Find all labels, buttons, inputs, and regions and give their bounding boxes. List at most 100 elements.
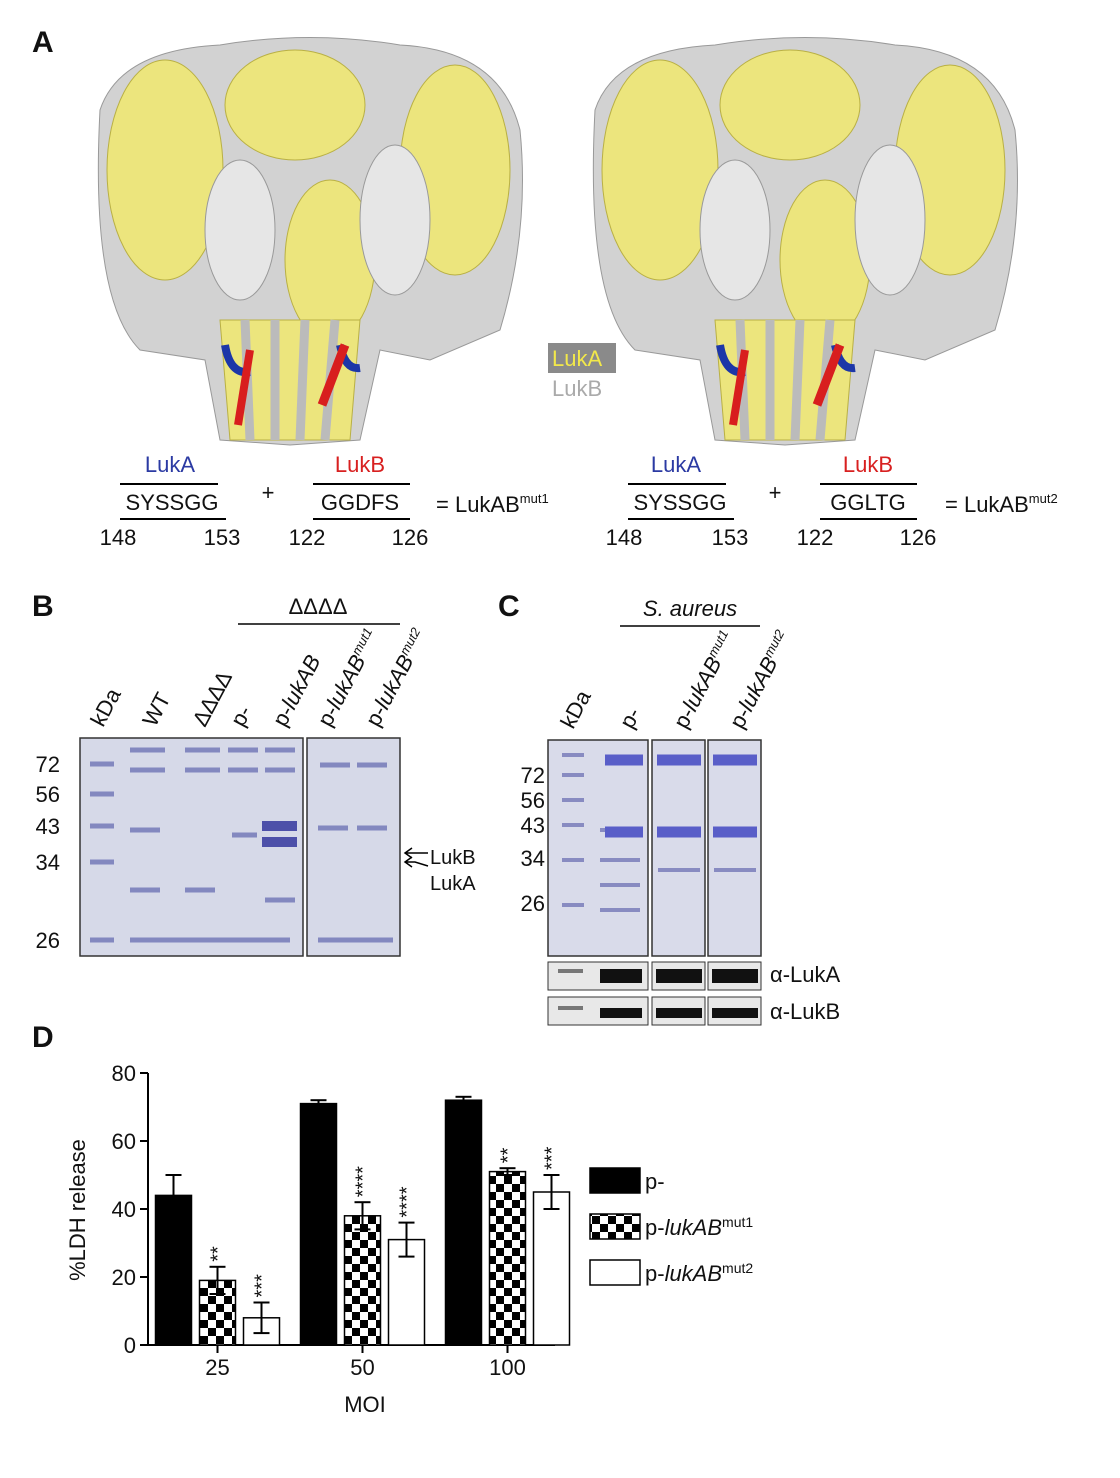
gel — [306, 737, 401, 957]
x-axis-label: MOI — [344, 1392, 386, 1417]
lane-label: p-lukABmut2 — [360, 624, 432, 730]
bar — [198, 1279, 237, 1346]
protein-structure — [593, 38, 1017, 446]
lane-label: kDa — [85, 683, 126, 730]
marker: 56 — [521, 788, 545, 813]
residue: 126 — [900, 525, 937, 550]
error-bar — [455, 1095, 472, 1105]
seq-title: LukA — [145, 452, 195, 477]
x-tick-label: 50 — [350, 1355, 374, 1380]
sequence-right: LukA SYSSGG 148 153 + LukB GGLTG 122 126… — [606, 452, 1058, 550]
residue: 122 — [289, 525, 326, 550]
arrow-label: LukB — [430, 847, 476, 869]
sequence-left: LukA SYSSGG 148 153 + LukB GGDFS 122 126… — [100, 452, 549, 550]
error-bar — [398, 1221, 415, 1258]
legend-swatch — [589, 1259, 641, 1286]
y-tick-label: 80 — [112, 1061, 136, 1086]
residue: 153 — [712, 525, 749, 550]
significance: *** — [252, 1274, 274, 1298]
marker: 72 — [36, 752, 60, 777]
result: = LukABmut2 — [945, 491, 1058, 517]
significance: ** — [208, 1246, 230, 1262]
lane-label: kDa — [555, 685, 596, 732]
y-tick-label: 60 — [112, 1129, 136, 1154]
bar — [444, 1099, 483, 1346]
error-bar — [499, 1167, 516, 1176]
gel — [547, 739, 649, 957]
x-tick-label: 100 — [489, 1355, 526, 1380]
residue: 122 — [797, 525, 834, 550]
error-bar — [543, 1174, 560, 1210]
residue: 148 — [606, 525, 643, 550]
significance: ** — [498, 1147, 520, 1163]
seq-title: LukB — [335, 452, 385, 477]
sequence: GGDFS — [321, 490, 399, 515]
marker: 43 — [36, 814, 60, 839]
legend-swatch — [589, 1167, 641, 1194]
sequence: SYSSGG — [126, 490, 219, 515]
group-label: ΔΔΔΔ — [289, 594, 348, 619]
bar — [154, 1194, 193, 1346]
bar — [299, 1102, 338, 1346]
lane-label: p- — [614, 703, 645, 732]
significance: **** — [397, 1186, 419, 1217]
significance: **** — [353, 1166, 375, 1197]
western-blot — [547, 961, 762, 1026]
legend-label: p- — [645, 1169, 665, 1194]
blot-label: α-LukA — [770, 962, 841, 987]
y-tick-label: 0 — [124, 1333, 136, 1358]
lane-label: p- — [225, 701, 256, 730]
seq-title: LukA — [651, 452, 701, 477]
sequence: GGLTG — [830, 490, 905, 515]
error-bar — [310, 1099, 327, 1108]
protein-structure — [98, 38, 522, 446]
legend-box — [548, 343, 616, 373]
gel — [651, 739, 706, 957]
result: = LukABmut1 — [436, 491, 549, 517]
y-tick-label: 20 — [112, 1265, 136, 1290]
panel-label: C — [498, 590, 520, 623]
lane-label: WT — [137, 688, 175, 730]
marker: 43 — [521, 813, 545, 838]
marker: 56 — [36, 782, 60, 807]
legend-text: LukA — [552, 346, 602, 371]
marker: 72 — [521, 763, 545, 788]
error-bar — [165, 1174, 182, 1217]
error-bar — [209, 1265, 226, 1295]
legend-label: p-lukABmut2 — [645, 1260, 753, 1286]
error-bar — [253, 1301, 270, 1335]
marker: 34 — [36, 850, 60, 875]
panel-label: B — [32, 590, 54, 623]
significance: *** — [542, 1146, 564, 1170]
y-axis-label: %LDH release — [65, 1139, 90, 1281]
panel-label: A — [32, 26, 54, 59]
marker: 34 — [521, 846, 545, 871]
gel — [707, 739, 762, 957]
residue: 148 — [100, 525, 137, 550]
legend-text: LukB — [552, 376, 602, 401]
gel-bands — [90, 747, 393, 943]
arrow-label: LukA — [430, 873, 476, 895]
marker: 26 — [36, 928, 60, 953]
legend-label: p-lukABmut1 — [645, 1214, 753, 1240]
bar — [488, 1170, 527, 1346]
x-tick-label: 25 — [205, 1355, 229, 1380]
residue: 126 — [392, 525, 429, 550]
bar — [532, 1191, 571, 1346]
error-bar — [354, 1201, 371, 1231]
seq-title: LukB — [843, 452, 893, 477]
bar — [343, 1215, 382, 1346]
legend-swatch — [589, 1213, 641, 1240]
gel-bands — [562, 753, 757, 912]
group-label: S. aureus — [643, 596, 737, 621]
y-tick-label: 40 — [112, 1197, 136, 1222]
marker: 26 — [521, 891, 545, 916]
panel-label: D — [32, 1021, 54, 1054]
blot-label: α-LukB — [770, 999, 840, 1024]
plus: + — [262, 480, 275, 505]
lane-label: p-lukABmut2 — [724, 626, 796, 732]
